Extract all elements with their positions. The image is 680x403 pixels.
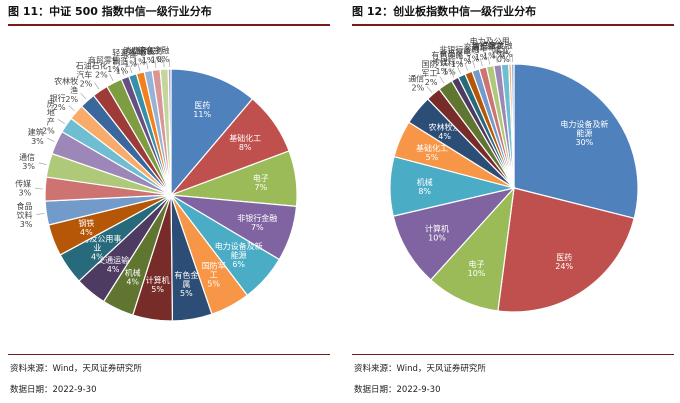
slice-label-11: 食品饮料 1% (440, 49, 456, 77)
slice-label-6: 国防军工 5% (202, 261, 226, 289)
chart-title: 图 11：中证 500 指数中信一级行业分布 (8, 5, 212, 18)
slice-label-5: 电力设备及新能源 6% (215, 241, 263, 269)
footer-divider (352, 354, 674, 355)
leader-line-22 (121, 68, 125, 76)
leader-line-15 (38, 162, 47, 165)
slice-label-17: 纺织服装 1% (472, 41, 504, 60)
slice-label-1: 医药 11% (193, 100, 211, 119)
leader-line-16 (47, 138, 55, 142)
slice-label-15: 汽车 1% (471, 43, 487, 62)
pie-slice-1 (513, 63, 639, 220)
slice-label-27: 消费者服务 1% (123, 45, 163, 64)
pie-slice-4 (392, 186, 516, 281)
chart-title: 图 12：创业板指数中信一级行业分布 (352, 5, 537, 18)
slice-label-19: 农林牧渔 2% (54, 76, 78, 104)
slice-label-15: 通信 3% (19, 152, 35, 171)
data-date: 数据日期：2022-9-30 (10, 385, 97, 395)
pie-slice-3 (429, 186, 515, 312)
slice-label-1: 电力设备及新能源 30% (560, 119, 608, 147)
data-date: 数据日期：2022-9-30 (354, 385, 441, 395)
slice-label-13: 食品饮料 3% (17, 201, 33, 229)
slice-label-22: 商贸零售 1% (88, 55, 120, 74)
slice-label-4: 计算机 10% (425, 224, 449, 243)
leader-line-14 (480, 58, 483, 67)
leader-line-15 (487, 56, 490, 65)
slice-label-17: 房地产 2% (42, 98, 55, 135)
title-divider (352, 24, 674, 26)
leader-line-21 (109, 73, 114, 82)
leader-line-18 (68, 105, 75, 112)
leader-line-26 (154, 59, 157, 68)
slice-label-8: 通信 2% (408, 73, 424, 92)
slice-label-28: 综合金融 0% (137, 45, 169, 64)
slice-label-26: 纺织服装 1% (123, 46, 155, 65)
slice-label-23: 轻工制造 1% (112, 47, 128, 75)
leader-line-11 (457, 66, 462, 74)
slice-label-7: 有色金属 5% (174, 270, 198, 298)
slice-label-16: 交通运输 1% (464, 41, 496, 60)
slice-label-24: 综合 1% (121, 49, 137, 68)
slice-label-9: 机械 4% (125, 267, 141, 286)
slice-label-7: 农林牧渔 4% (429, 122, 461, 141)
slice-label-19: 综合金融 0% (481, 40, 513, 59)
slice-label-6: 基础化工 5% (416, 143, 448, 162)
leader-line-23 (129, 65, 133, 74)
pie-slice-19 (510, 63, 515, 189)
data-source: 资料来源：Wind，天风证券研究所 (10, 364, 142, 374)
leader-line-13 (36, 213, 45, 215)
pie-slice-28 (167, 68, 172, 196)
slice-label-21: 石油石化 2% (76, 60, 108, 79)
leader-line-24 (137, 63, 141, 71)
slice-label-4: 非银行金融 7% (237, 213, 277, 232)
slice-label-18: 银行 2% (50, 93, 66, 112)
leader-line-17 (504, 54, 506, 63)
pie-chart-chinext: 电力设备及新能源 30% 医药 24% 电子 10% 计算机 10% 机械 8% 基础化工 5% 农林牧… (389, 36, 639, 313)
pie-slice-2 (497, 187, 635, 313)
slice-label-14: 传媒 3% (15, 179, 31, 198)
slice-label-10: 传媒 1% (432, 57, 448, 76)
leader-line-17 (57, 119, 65, 125)
leader-line-19 (80, 93, 87, 100)
leader-line-9 (439, 76, 445, 84)
leader-line-16 (495, 55, 498, 64)
leader-line-12 (464, 63, 469, 71)
pie-slice-1 (170, 68, 254, 197)
leader-line-8 (426, 86, 433, 93)
leader-line-13 (472, 60, 476, 69)
leader-line-20 (94, 82, 100, 90)
chart-panel-chinext: 图 12：创业板指数中信一级行业分布 电力设备及新能源 30% 医药 24% 电子 10%… (352, 0, 680, 403)
slice-label-20: 汽车 2% (76, 69, 92, 88)
slice-label-2: 医药 24% (555, 252, 573, 271)
slice-label-18: 电力及公用事业 0% (470, 36, 510, 64)
data-source: 资料来源：Wind，天风证券研究所 (354, 364, 486, 374)
slice-label-16: 建筑 3% (28, 127, 44, 146)
chart-panel-csi500: 图 11：中证 500 指数中信一级行业分布 医药 11% 基础化工 8% 电子 7% 非银… (8, 0, 338, 403)
title-divider (8, 24, 330, 26)
leader-line-10 (449, 70, 455, 78)
slice-label-12: 有色金属 1% (431, 50, 463, 69)
slice-label-9: 国防军工 2% (422, 59, 438, 87)
slice-label-14: 非银行金融 1% (439, 45, 479, 64)
slice-label-8: 计算机 5% (146, 275, 170, 294)
leader-line-25 (146, 61, 149, 70)
slice-label-12: 钢铁 4% (78, 218, 94, 237)
slice-label-2: 基础化工 8% (229, 133, 261, 152)
slice-label-25: 家电 1% (130, 48, 146, 67)
pie-chart-csi500: 医药 11% 基础化工 8% 电子 7% 非银行金融 7% 电力设备及新能源 6%国防军工 5%有色… (15, 45, 298, 322)
slice-label-3: 电子 10% (468, 259, 486, 278)
slice-label-10: 交通运输 4% (97, 255, 129, 274)
footer-divider (8, 354, 330, 355)
slice-label-13: 家电 1% (455, 47, 471, 66)
slice-label-5: 机械 8% (417, 177, 433, 196)
slice-label-11: 电力及公用事业 4% (73, 234, 121, 262)
slice-label-3: 电子 7% (253, 173, 269, 192)
leader-line-27 (163, 59, 165, 68)
